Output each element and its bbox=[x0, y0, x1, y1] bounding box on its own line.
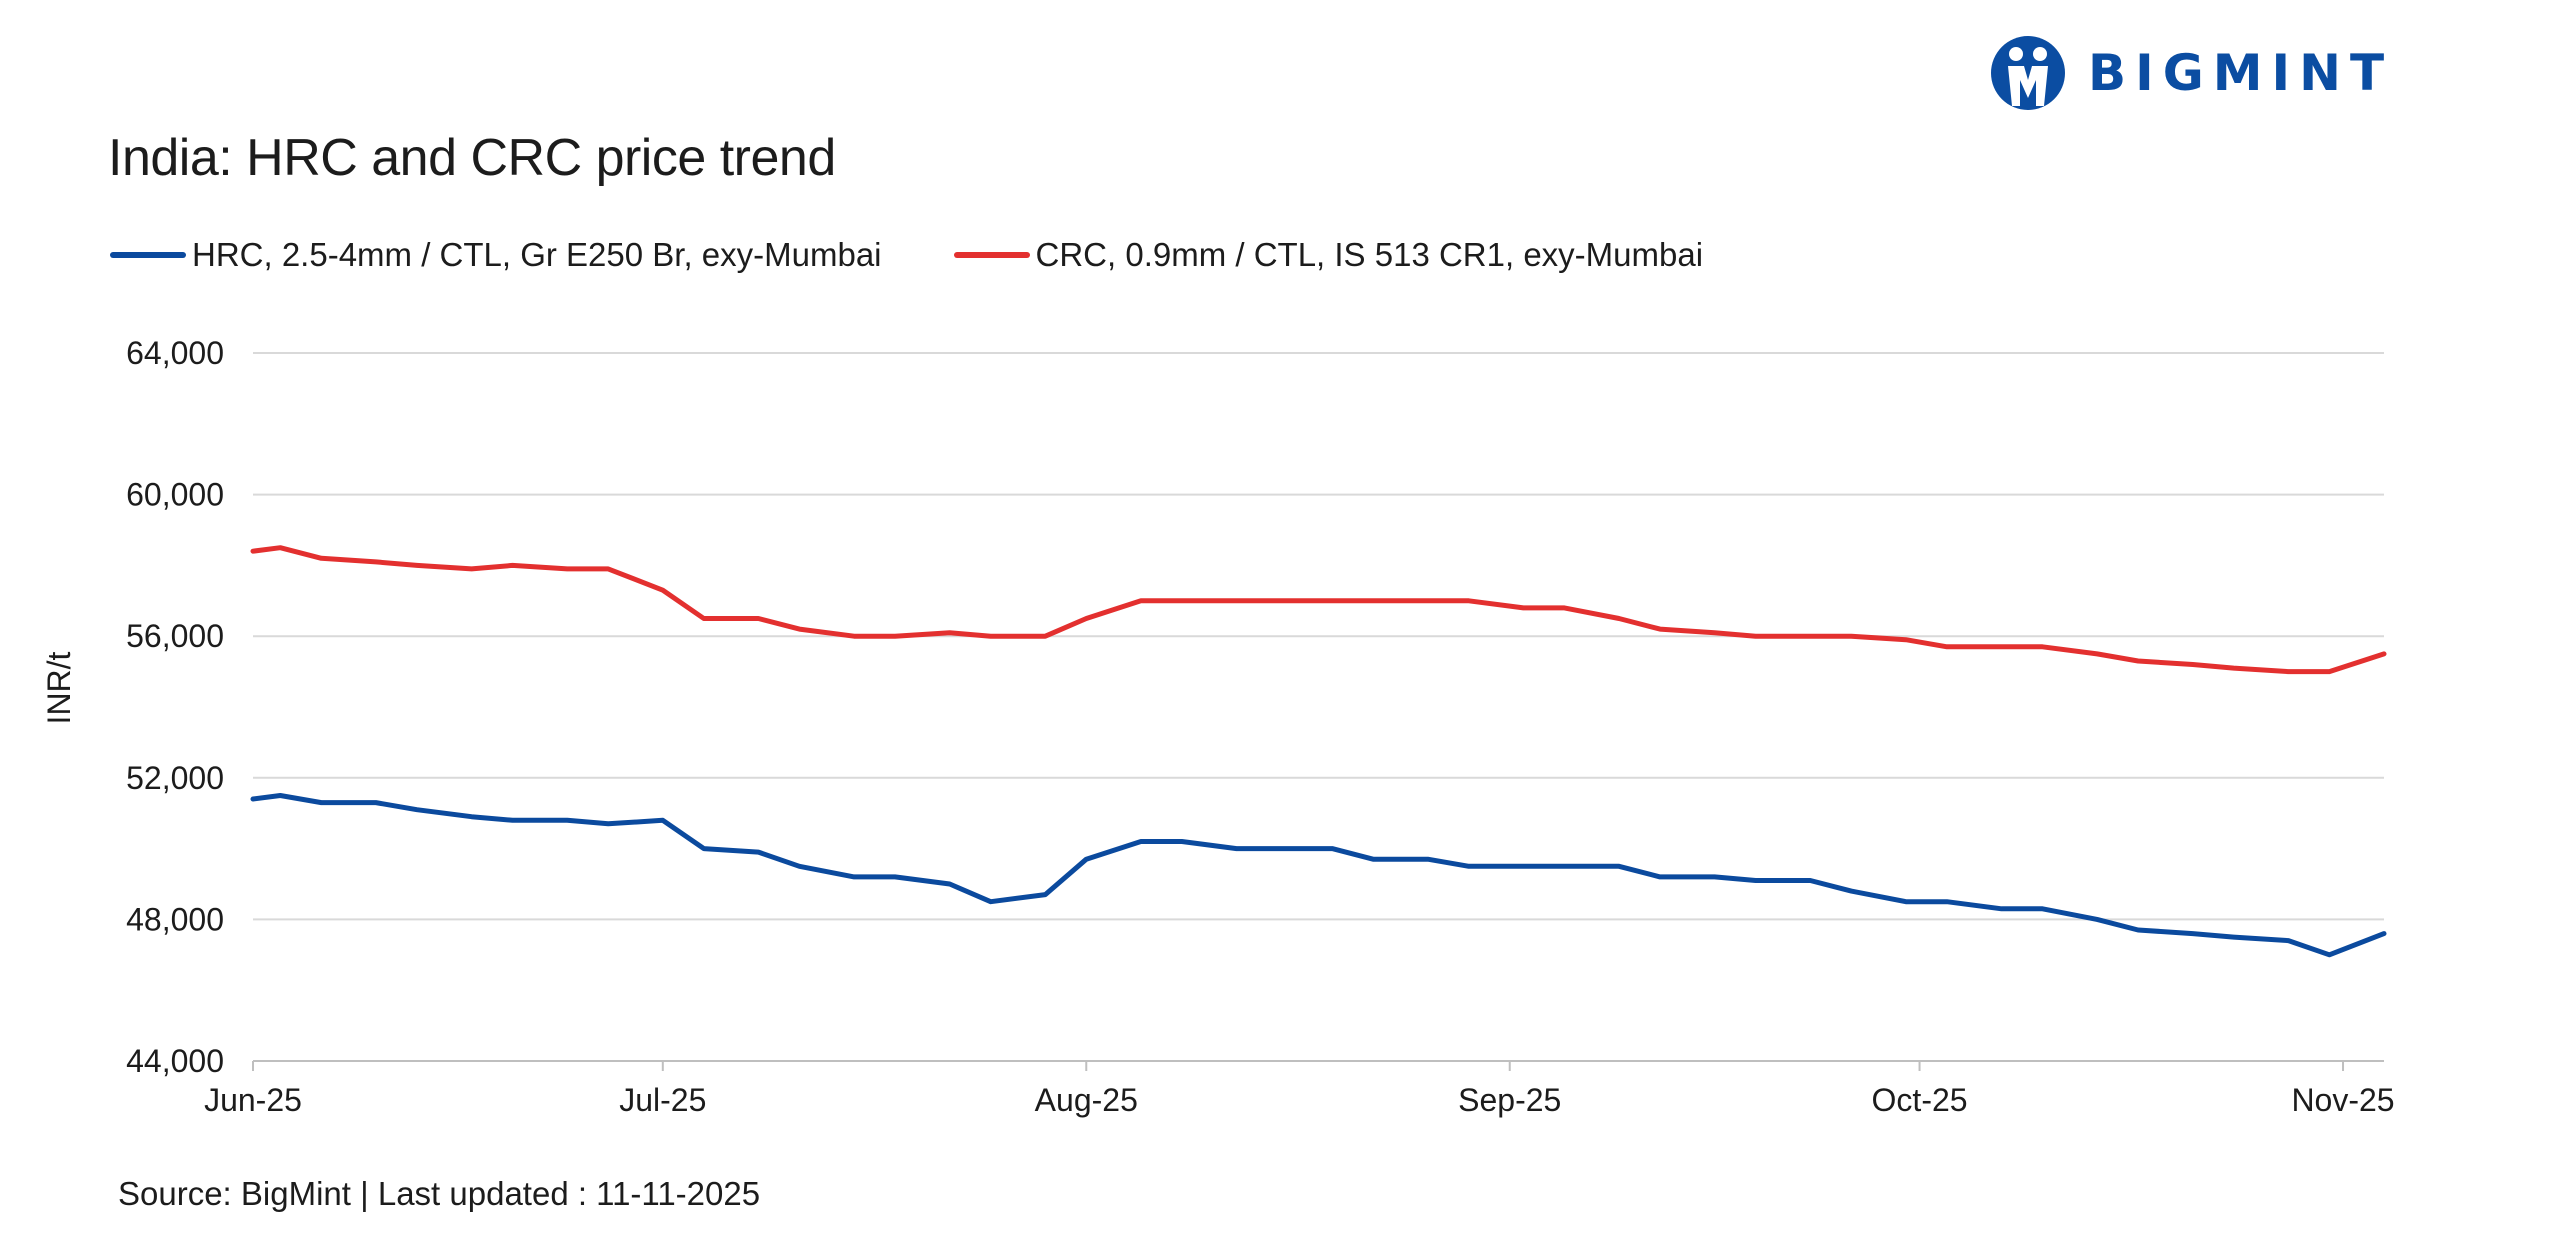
legend-swatch-crc bbox=[953, 252, 1030, 258]
x-tick-label: Jul-25 bbox=[619, 1082, 706, 1118]
x-tick-label: Sep-25 bbox=[1458, 1082, 1561, 1118]
bigmint-logo-icon bbox=[1991, 36, 2065, 110]
chart-title: India: HRC and CRC price trend bbox=[108, 129, 836, 187]
y-tick-label: 64,000 bbox=[126, 335, 224, 371]
axes: 44,000 48,000 52,000 56,000 60,000 64,000 Jun-… bbox=[126, 335, 2394, 1118]
brand-logo: BIGMINT bbox=[1990, 36, 2393, 110]
x-tick-label: Jun-25 bbox=[204, 1082, 302, 1118]
y-axis-label: INR/t bbox=[41, 651, 77, 724]
x-tick-label: Nov-25 bbox=[2291, 1082, 2394, 1118]
source-note: Source: BigMint | Last updated : 11-11-2… bbox=[118, 1175, 761, 1212]
series-line-hrc bbox=[250, 793, 2387, 958]
brand-name: BIGMINT bbox=[2088, 44, 2394, 102]
y-tick-label: 52,000 bbox=[126, 760, 224, 796]
x-tick-label: Oct-25 bbox=[1872, 1082, 1968, 1118]
legend-label-hrc: HRC, 2.5-4mm / CTL, Gr E250 Br, exy-Mumb… bbox=[192, 236, 882, 273]
series-line-crc bbox=[250, 545, 2387, 675]
y-tick-label: 56,000 bbox=[126, 618, 224, 654]
y-tick-label: 48,000 bbox=[126, 901, 224, 937]
y-tick-label: 60,000 bbox=[126, 477, 224, 513]
x-tick-label: Aug-25 bbox=[1035, 1082, 1138, 1118]
legend-label-crc: CRC, 0.9mm / CTL, IS 513 CR1, exy-Mumbai bbox=[1035, 236, 1704, 273]
chart-legend: HRC, 2.5-4mm / CTL, Gr E250 Br, exy-Mumb… bbox=[110, 236, 1775, 274]
grid-lines bbox=[253, 352, 2384, 921]
y-tick-label: 44,000 bbox=[126, 1043, 224, 1079]
legend-item-crc: CRC, 0.9mm / CTL, IS 513 CR1, exy-Mumbai bbox=[953, 236, 1704, 274]
legend-swatch-hrc bbox=[110, 252, 186, 258]
legend-item-hrc: HRC, 2.5-4mm / CTL, Gr E250 Br, exy-Mumb… bbox=[110, 236, 882, 274]
series-lines bbox=[250, 545, 2387, 958]
